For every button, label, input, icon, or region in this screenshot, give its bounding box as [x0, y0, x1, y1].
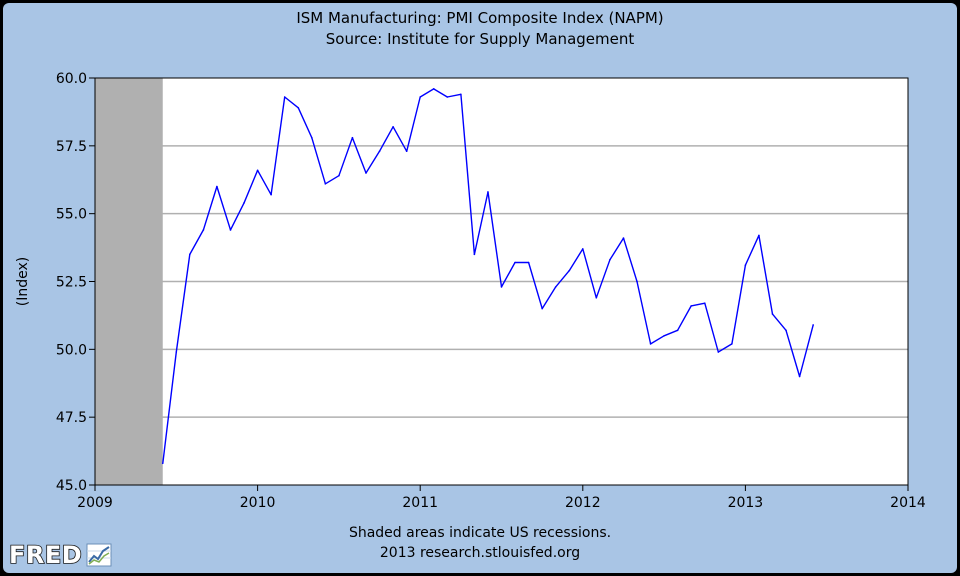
- fred-logo-text: FRED: [8, 540, 83, 570]
- data-point: [365, 172, 367, 174]
- data-point: [392, 126, 394, 128]
- y-tick-label: 55.0: [56, 207, 87, 223]
- data-point: [744, 264, 747, 267]
- y-tick-label: 57.5: [56, 139, 87, 155]
- data-point: [311, 136, 313, 139]
- x-tick-label: 2013: [728, 495, 764, 511]
- data-point: [487, 191, 489, 193]
- chart-subtitle: Source: Institute for Supply Management: [325, 30, 635, 48]
- y-tick-label: 45.0: [56, 478, 87, 494]
- data-point: [609, 258, 611, 261]
- data-point: [202, 229, 205, 231]
- data-point: [798, 375, 801, 378]
- x-tick-label: 2010: [240, 495, 276, 511]
- data-point: [297, 107, 300, 109]
- data-point: [175, 351, 178, 353]
- line-graph-icon: [86, 543, 112, 567]
- data-point: [243, 202, 245, 204]
- data-point: [473, 253, 476, 256]
- chart-frame: ISM Manufacturing: PMI Composite Index (…: [3, 3, 957, 573]
- data-point: [731, 343, 733, 345]
- plot-border: [94, 77, 909, 486]
- data-point: [758, 234, 760, 237]
- data-point: [690, 305, 692, 307]
- fred-logo: FRED: [8, 540, 112, 570]
- y-tick-label: 52.5: [56, 275, 87, 291]
- data-point: [554, 286, 557, 288]
- data-point: [270, 193, 272, 196]
- data-point: [378, 150, 381, 153]
- data-point: [216, 185, 218, 188]
- data-point: [256, 169, 259, 172]
- data-point: [161, 462, 164, 465]
- data-point: [419, 96, 422, 98]
- y-tick-label: 60.0: [56, 71, 87, 87]
- data-point: [500, 286, 503, 288]
- x-tick-label: 2009: [77, 495, 113, 511]
- data-point: [541, 307, 543, 310]
- data-point: [649, 343, 652, 345]
- data-point: [676, 329, 679, 332]
- data-point: [582, 248, 584, 250]
- data-point: [514, 261, 516, 264]
- y-tick-label: 47.5: [56, 410, 87, 426]
- data-point: [283, 96, 286, 98]
- y-axis-label: (Index): [15, 257, 31, 306]
- data-point: [229, 229, 232, 231]
- data-point: [636, 280, 638, 283]
- chart-title: ISM Manufacturing: PMI Composite Index (…: [296, 9, 664, 27]
- x-tick-label: 2014: [890, 495, 926, 511]
- data-point: [324, 183, 327, 185]
- data-point: [663, 334, 665, 337]
- y-tick-label: 50.0: [56, 342, 87, 358]
- line-chart: 45.0 47.5 50.0 52.5 55.0 57.5 60.0 2009 2010 2011…: [15, 71, 926, 511]
- data-point: [703, 302, 706, 305]
- source-credit: 2013 research.stlouisfed.org: [379, 545, 581, 561]
- data-point: [812, 324, 814, 326]
- data-point: [189, 253, 191, 256]
- data-point: [527, 261, 530, 264]
- data-point: [595, 296, 598, 299]
- data-point: [622, 237, 625, 239]
- data-point: [338, 174, 340, 177]
- x-tick-label: 2011: [402, 495, 438, 511]
- data-point: [568, 269, 571, 272]
- data-point: [785, 329, 787, 332]
- data-point: [351, 136, 354, 139]
- data-point: [432, 88, 435, 90]
- data-point: [460, 93, 462, 96]
- data-point: [446, 96, 449, 98]
- data-point: [717, 351, 720, 353]
- data-point: [405, 150, 408, 153]
- data-point: [771, 313, 774, 315]
- recession-note: Shaded areas indicate US recessions.: [348, 525, 612, 541]
- x-tick-label: 2012: [565, 495, 601, 511]
